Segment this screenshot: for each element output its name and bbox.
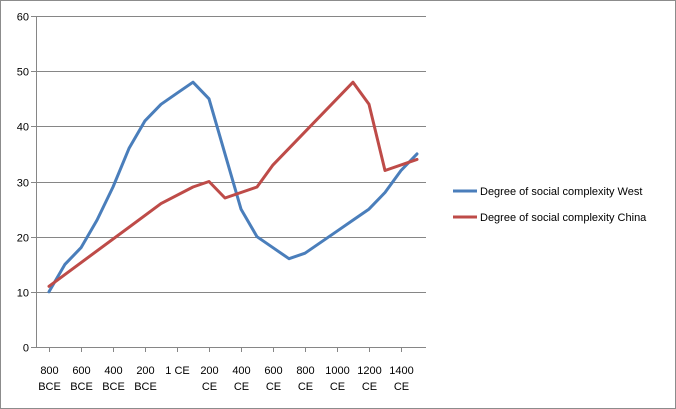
axes — [31, 16, 426, 352]
legend-label: Degree of social complexity West — [480, 186, 642, 198]
legend-label: Degree of social complexity China — [480, 212, 647, 224]
x-tick-label: 800 CE — [296, 365, 314, 393]
x-tick-label: 1400 CE — [389, 365, 413, 393]
series-line — [47, 80, 419, 294]
x-tick-label: 1000 CE — [325, 365, 349, 393]
y-tick-labels: 0 10 20 30 40 50 60 — [17, 12, 29, 355]
y-tick-label: 30 — [17, 178, 29, 190]
x-tick-label: 600 CE — [264, 365, 282, 393]
y-tick-label: 50 — [17, 67, 29, 79]
x-tick-labels: 800 BCE 600 BCE 400 BCE 200 BCE 1 CE 200 CE 400 CE 60… — [38, 365, 414, 393]
legend: Degree of social complexity West Degree o… — [453, 186, 647, 224]
x-tick-label: 600 BCE — [70, 365, 93, 393]
x-tick-label: 400 CE — [232, 365, 250, 393]
y-tick-label: 40 — [17, 122, 29, 134]
y-tick-label: 60 — [17, 12, 29, 24]
x-tick-label: 1200 CE — [357, 365, 381, 393]
x-tick-label: 800 BCE — [38, 365, 61, 393]
y-tick-label: 0 — [23, 343, 29, 355]
x-tick-label: 200 BCE — [134, 365, 157, 393]
y-tick-label: 20 — [17, 233, 29, 245]
x-tick-label: 400 BCE — [102, 365, 125, 393]
x-tick-label: 200 CE — [200, 365, 218, 393]
gridlines — [36, 16, 426, 293]
series-line — [47, 80, 419, 288]
series-lines — [47, 80, 419, 294]
y-tick-label: 10 — [17, 288, 29, 300]
x-tick-label: 1 CE — [165, 365, 189, 377]
